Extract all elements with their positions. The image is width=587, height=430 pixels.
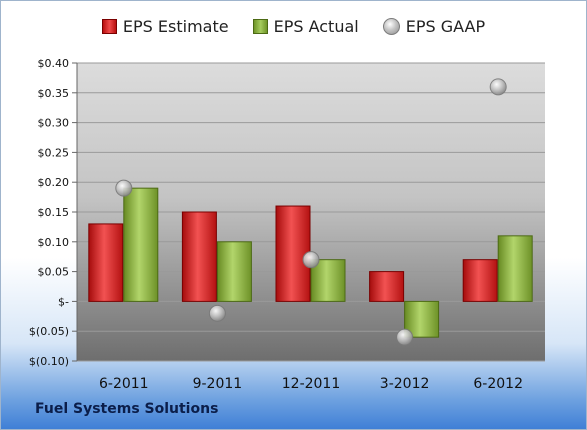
estimate-bar	[369, 271, 405, 302]
legend-label-gaap: EPS GAAP	[405, 17, 486, 36]
x-axis: 6-2011 9-2011 12-2011 3-2012 6-2012	[99, 376, 523, 392]
y-tick-label: $0.40	[38, 57, 70, 70]
estimate-bar	[275, 205, 311, 302]
y-tick-label: $0.35	[38, 87, 70, 100]
legend-item-gaap: EPS GAAP	[382, 17, 486, 36]
x-tick-label: 6-2011	[99, 376, 149, 392]
gaap-marker	[115, 179, 133, 197]
y-tick-label: $0.05	[38, 266, 70, 279]
actual-bar	[216, 241, 252, 302]
y-tick-label: $0.20	[38, 176, 70, 189]
y-tick-label: $-	[58, 295, 69, 308]
legend-swatch-gaap	[382, 18, 400, 35]
estimate-bar	[181, 211, 217, 302]
legend-item-estimate: EPS Estimate	[101, 17, 229, 36]
company-name: Fuel Systems Solutions	[35, 401, 219, 417]
gaap-marker	[302, 251, 320, 269]
estimate-bar	[88, 223, 124, 302]
y-tick-label: $0.25	[38, 146, 70, 159]
x-tick-label: 3-2012	[380, 376, 430, 392]
legend-label-actual: EPS Actual	[273, 17, 359, 36]
actual-bar	[123, 187, 159, 302]
legend-label-estimate: EPS Estimate	[122, 17, 229, 36]
estimate-bar	[462, 259, 498, 302]
y-axis: $0.40 $0.35 $0.30 $0.25 $0.20 $0.15 $0.10 $0.05…	[29, 57, 78, 368]
gaap-markers	[115, 78, 507, 346]
gaap-marker	[489, 78, 507, 96]
bars	[88, 187, 533, 338]
legend-swatch-estimate	[101, 19, 117, 34]
legend-item-actual: EPS Actual	[252, 17, 359, 36]
y-tick-label: $0.15	[38, 206, 70, 219]
x-tick-label: 12-2011	[282, 376, 341, 392]
y-tick-label: $(0.05)	[29, 325, 69, 338]
gaap-marker	[396, 328, 414, 346]
actual-bar	[497, 235, 533, 302]
y-tick-label: $0.10	[38, 236, 70, 249]
x-tick-label: 6-2012	[473, 376, 523, 392]
legend-swatch-actual	[252, 19, 268, 34]
x-tick-label: 9-2011	[193, 376, 243, 392]
y-tick-label: $(0.10)	[29, 355, 69, 368]
gaap-marker	[208, 304, 226, 322]
y-tick-label: $0.30	[38, 117, 70, 130]
actual-bar	[310, 259, 346, 302]
legend: EPS Estimate EPS Actual EPS GAAP	[1, 17, 586, 36]
